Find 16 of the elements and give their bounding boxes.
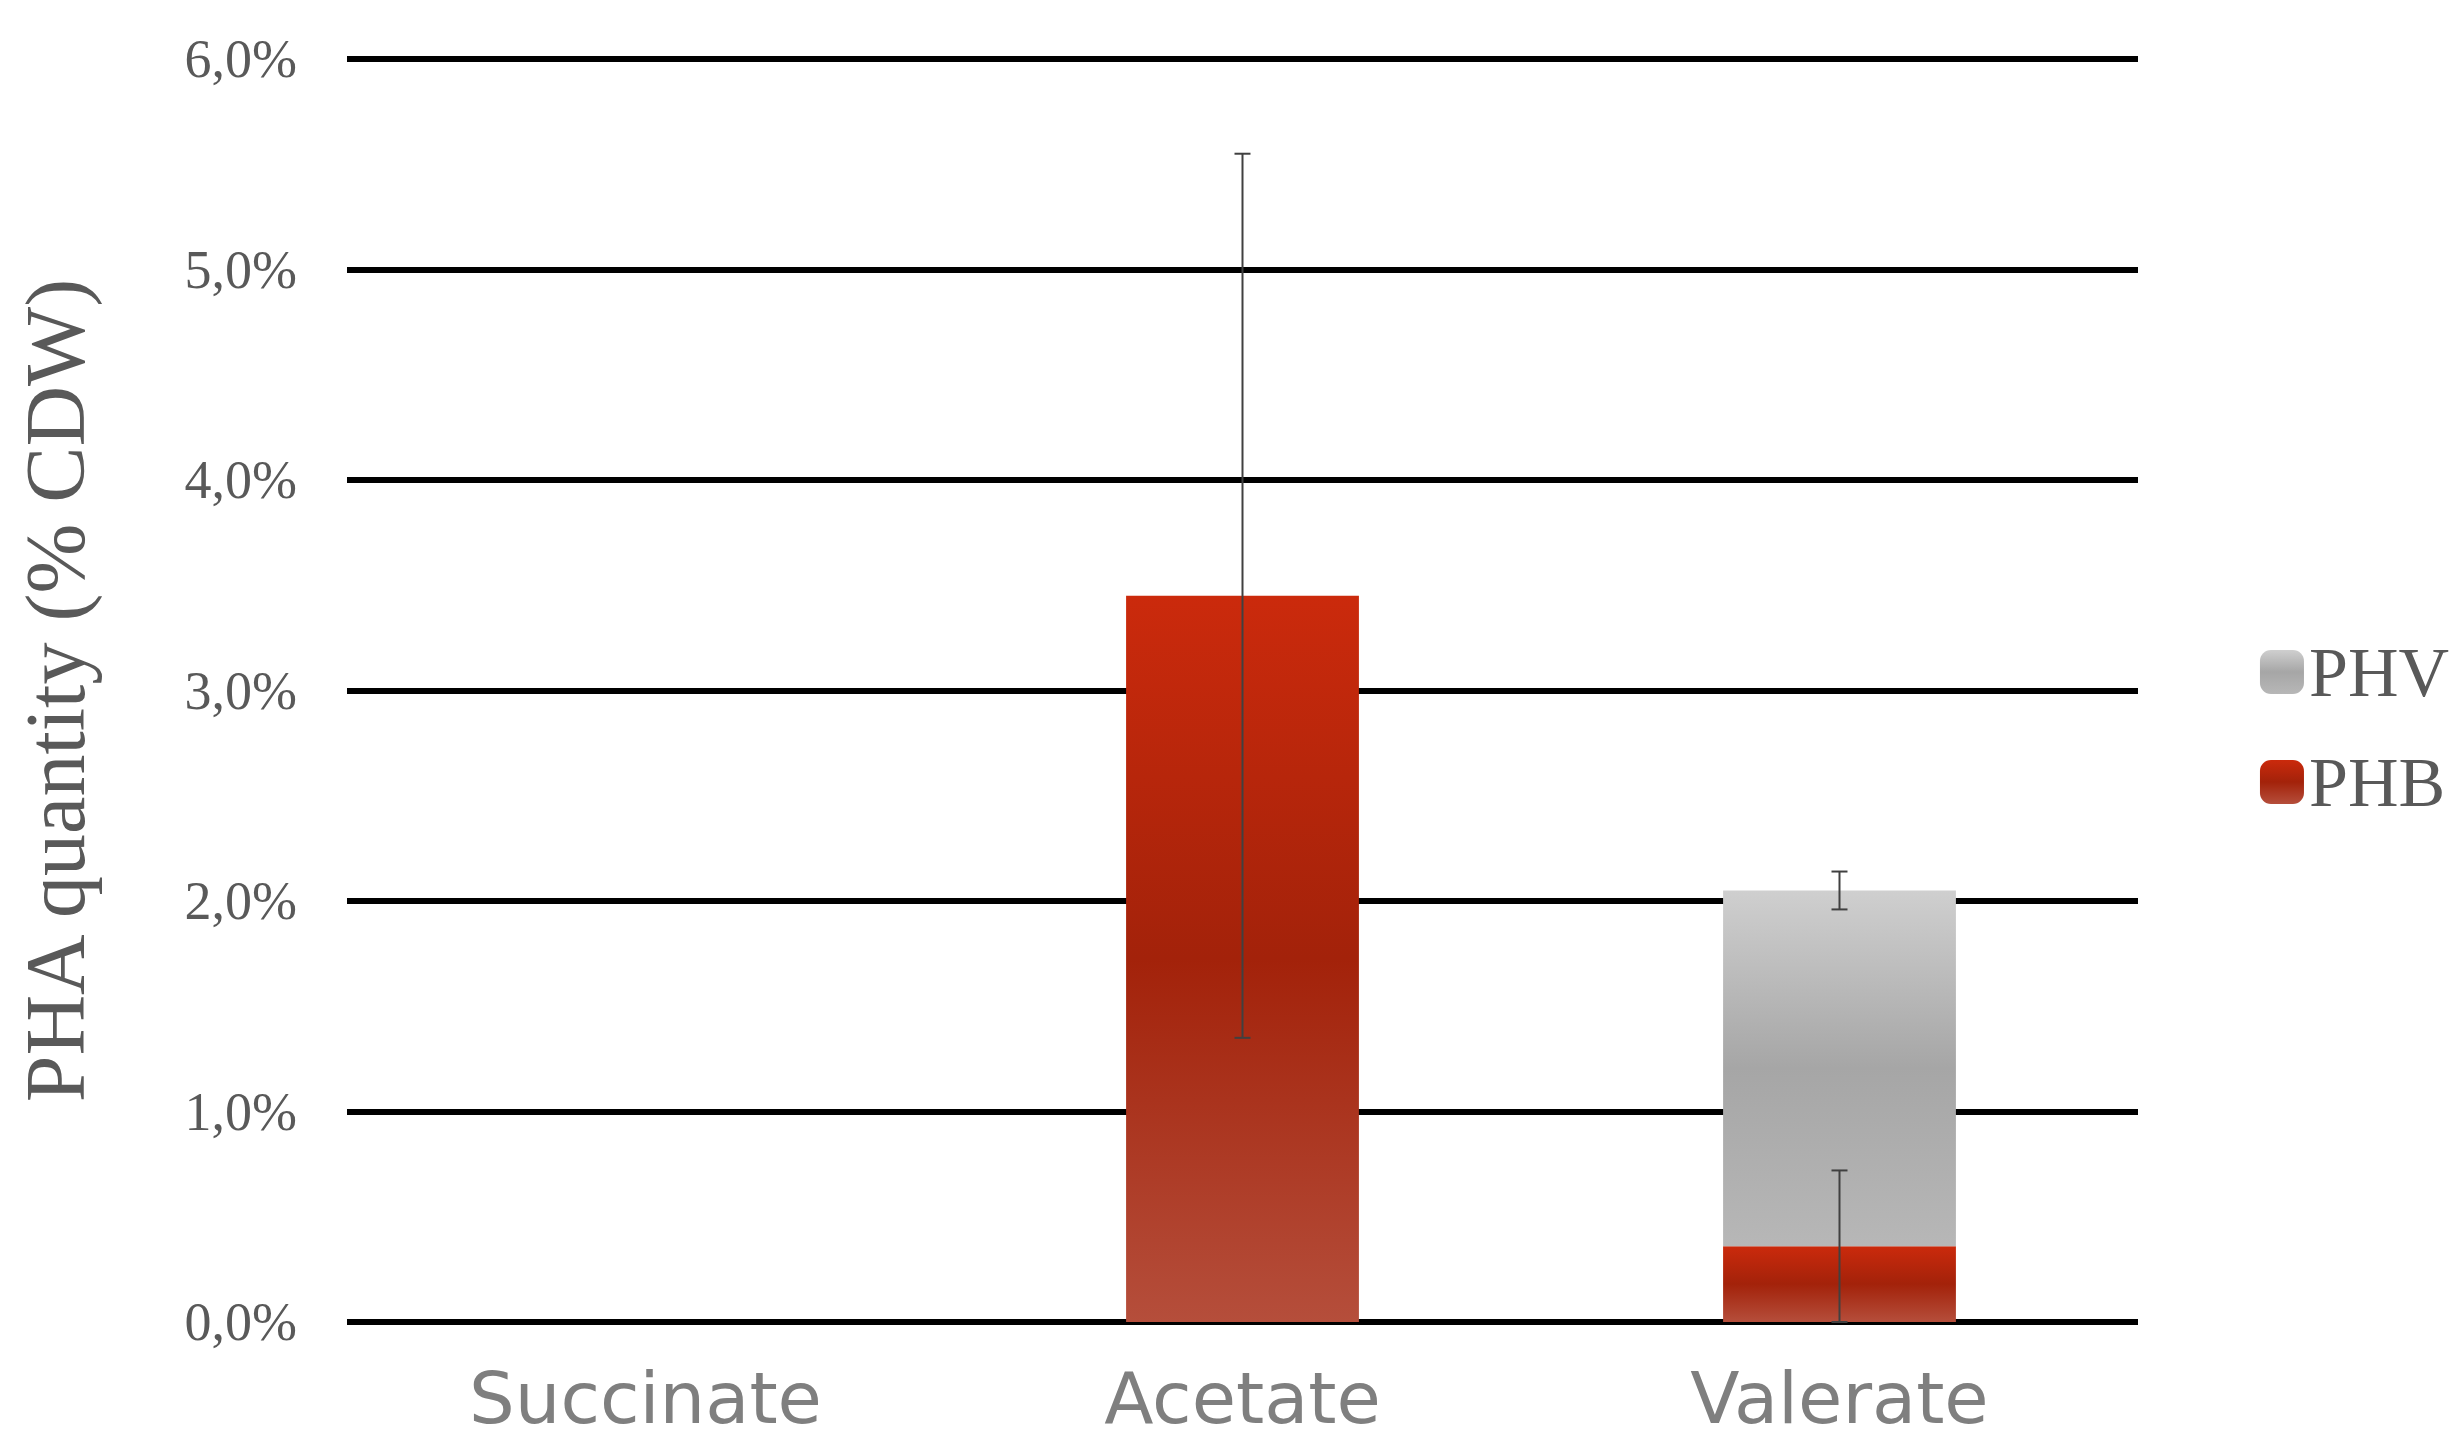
bar [1723, 890, 1956, 1247]
bar [1723, 1246, 1956, 1322]
y-tick-label: 3,0% [184, 660, 297, 721]
y-tick-label: 6,0% [184, 29, 297, 89]
y-axis-title: PHA quantity (% CDW) [8, 278, 103, 1103]
legend-label: PHV [2308, 633, 2450, 711]
x-tick-label: Succinate [469, 1356, 822, 1440]
y-tick-label: 4,0% [184, 450, 297, 510]
y-tick-label: 0,0% [184, 1292, 297, 1352]
y-tick-label: 2,0% [184, 871, 297, 931]
y-tick-label: 1,0% [184, 1081, 297, 1142]
legend-label: PHB [2308, 743, 2446, 821]
y-tick-label: 5,0% [184, 239, 297, 300]
bar [1126, 595, 1359, 1322]
x-tick-label: Valerate [1690, 1356, 1989, 1440]
x-tick-label: Acetate [1104, 1356, 1381, 1440]
